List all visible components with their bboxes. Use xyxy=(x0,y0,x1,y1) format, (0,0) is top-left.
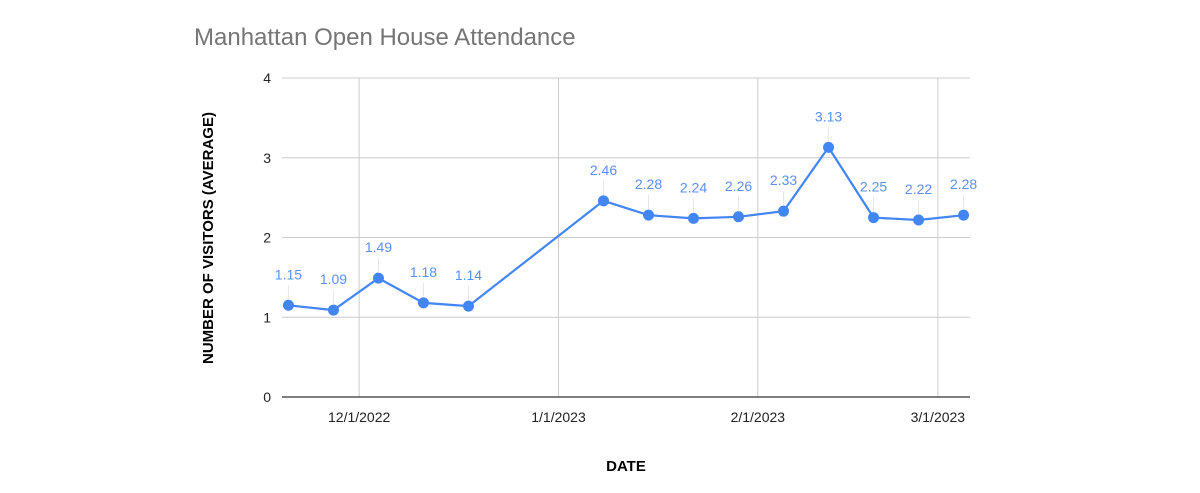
data-label: 2.25 xyxy=(860,179,887,195)
y-tick-label: 1 xyxy=(263,309,271,325)
data-label: 3.13 xyxy=(815,108,842,124)
data-label: 1.49 xyxy=(365,239,392,255)
data-point xyxy=(958,209,970,221)
data-labels: 1.15 1.09 1.49 1.18 1.14 2.46 2.28 2.24 2.26 2.33… xyxy=(275,108,977,305)
data-label: 2.28 xyxy=(635,176,662,192)
y-tick-label: 2 xyxy=(263,230,271,246)
x-axis-ticks: 12/1/2022 1/1/2023 2/1/2023 3/1/2023 xyxy=(328,409,965,425)
data-label: 1.15 xyxy=(275,266,302,282)
data-point xyxy=(643,209,655,221)
data-label: 1.09 xyxy=(320,271,347,287)
data-label: 2.22 xyxy=(905,181,932,197)
data-point xyxy=(462,300,474,312)
data-label: 2.46 xyxy=(590,162,617,178)
chart-title: Manhattan Open House Attendance xyxy=(194,24,576,51)
x-tick-label: 2/1/2023 xyxy=(731,409,786,425)
x-tick-label: 3/1/2023 xyxy=(911,409,966,425)
data-label: 1.14 xyxy=(455,267,482,283)
data-label: 2.26 xyxy=(725,178,752,194)
y-tick-label: 3 xyxy=(263,150,271,166)
data-label: 2.24 xyxy=(680,179,707,195)
y-axis-ticks: 0 1 2 3 4 xyxy=(263,70,271,405)
data-point xyxy=(868,212,880,224)
data-point xyxy=(372,272,384,284)
data-point xyxy=(778,205,790,217)
data-label: 1.18 xyxy=(410,264,437,280)
x-axis-title: DATE xyxy=(606,458,646,475)
data-point xyxy=(417,297,429,309)
data-point xyxy=(733,211,745,223)
data-point xyxy=(327,304,339,316)
series-line xyxy=(288,146,964,312)
x-tick-label: 1/1/2023 xyxy=(531,409,586,425)
data-label: 2.28 xyxy=(950,176,977,192)
data-point xyxy=(282,299,294,311)
data-point xyxy=(913,214,925,226)
y-tick-label: 4 xyxy=(263,70,271,86)
data-point xyxy=(688,212,700,224)
data-label: 2.33 xyxy=(770,172,797,188)
gridlines xyxy=(282,77,970,397)
x-tick-label: 12/1/2022 xyxy=(328,409,390,425)
series-group xyxy=(282,141,970,316)
data-point xyxy=(597,195,609,207)
data-point xyxy=(823,141,835,153)
y-axis-title: NUMBER OF VISITORS (AVERAGE) xyxy=(200,112,217,364)
y-tick-label: 0 xyxy=(263,389,271,405)
